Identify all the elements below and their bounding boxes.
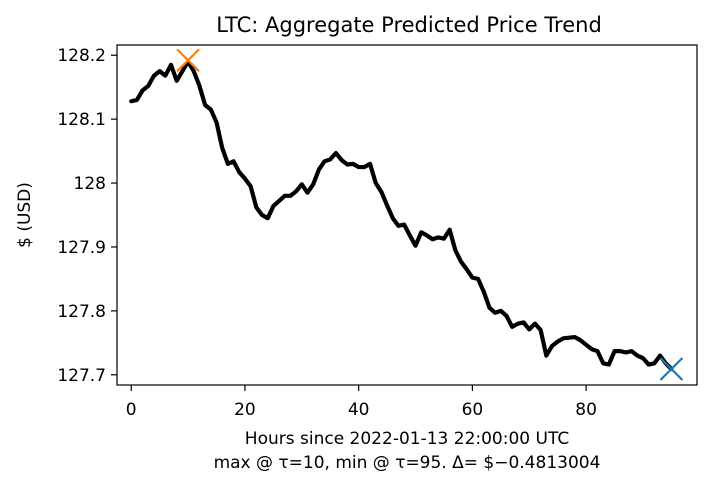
x-tick-label: 60: [462, 400, 484, 420]
max-marker-stroke-b: [176, 48, 200, 73]
x-tick-label: 0: [126, 400, 137, 420]
y-tick-label: 127.8: [57, 302, 106, 322]
min-marker: [659, 357, 684, 381]
y-tick-label: 128.2: [57, 46, 106, 66]
plot-background: [117, 45, 697, 385]
y-tick-label: 127.9: [57, 238, 106, 258]
extrema-markers: [176, 48, 684, 381]
y-tick-label: 128.1: [57, 110, 106, 130]
series-line: [129, 59, 674, 372]
max-marker: [176, 48, 200, 73]
plot-border: [116, 44, 698, 386]
y-axis: 127.7 127.8 127.9 128 128.1 128.2: [57, 46, 117, 386]
x-tick-label: 80: [575, 400, 597, 420]
chart-title: LTC: Aggregate Predicted Price Trend: [216, 13, 602, 37]
x-tick-label: 40: [348, 400, 370, 420]
y-tick-label: 128: [74, 174, 106, 194]
x-axis-label: Hours since 2022-01-13 22:00:00 UTC: [245, 429, 569, 449]
y-axis-label: $ (USD): [15, 182, 35, 248]
y-tick-label: 127.7: [57, 366, 106, 386]
x-axis: 0 20 40 60 80: [126, 385, 597, 420]
min-marker-stroke-b: [659, 357, 684, 381]
x-axis-subtitle: max @ τ=10, min @ τ=95. Δ= $−0.4813004: [214, 453, 601, 473]
x-tick-label: 20: [234, 400, 256, 420]
plot-area: [116, 44, 698, 386]
